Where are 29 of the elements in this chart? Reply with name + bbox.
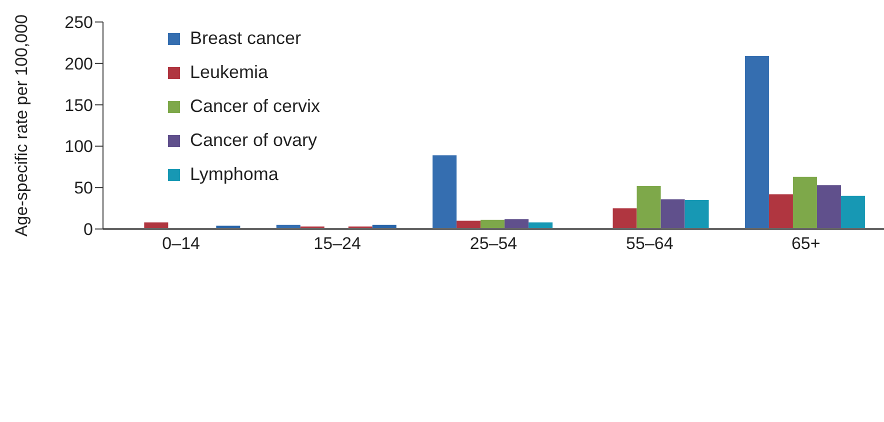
legend-label: Leukemia — [189, 62, 270, 83]
legend-label: Lymphoma — [189, 164, 280, 185]
x-tick-label: 0–14 — [162, 234, 200, 254]
bar — [456, 220, 481, 229]
bar — [432, 155, 457, 229]
x-tick-label: 25–54 — [470, 234, 518, 254]
y-tick-label: 150 — [64, 96, 93, 115]
bar — [504, 219, 529, 229]
y-tick-label: 100 — [64, 137, 93, 156]
bar — [768, 194, 793, 229]
bar — [792, 176, 817, 229]
bar — [636, 186, 661, 229]
legend-label: Breast cancer — [189, 28, 302, 49]
bar — [744, 56, 769, 229]
y-tick-label: 50 — [74, 178, 93, 198]
y-axis-title: Age-specific rate per 100,000 — [12, 14, 32, 237]
bar — [816, 185, 841, 229]
y-tick-label: 0 — [84, 220, 93, 240]
bar — [684, 200, 709, 229]
x-tick-label: 15–24 — [314, 234, 361, 254]
x-tick-label: 65+ — [791, 234, 820, 254]
y-tick-label: 200 — [64, 54, 93, 74]
y-tick-label: 250 — [64, 13, 93, 32]
legend-label: Cancer of cervix — [189, 96, 320, 117]
x-tick-label: 55–64 — [626, 234, 674, 254]
bar — [660, 199, 685, 229]
bar — [840, 196, 865, 229]
legend-label: Cancer of ovary — [189, 130, 318, 151]
bar — [612, 208, 637, 229]
